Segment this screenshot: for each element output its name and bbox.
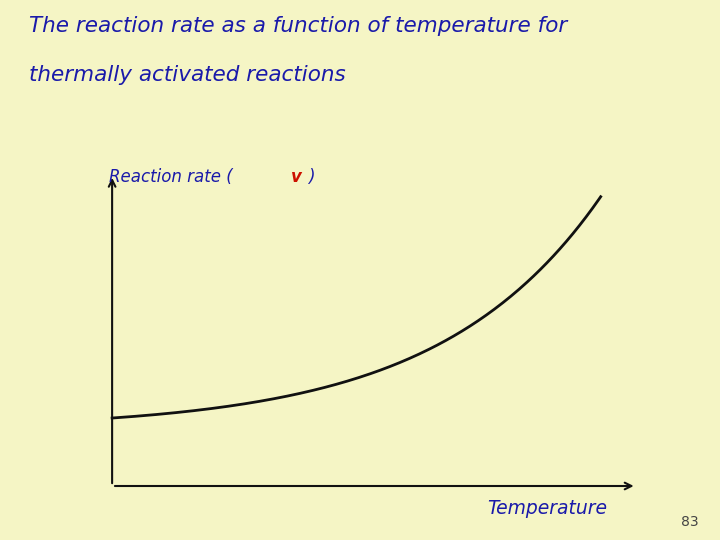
Text: The reaction rate as a function of temperature for: The reaction rate as a function of tempe… [29, 16, 567, 36]
Text: 83: 83 [681, 515, 698, 529]
Text: Reaction rate (: Reaction rate ( [109, 168, 233, 186]
Text: thermally activated reactions: thermally activated reactions [29, 65, 346, 85]
Text: Temperature: Temperature [487, 499, 607, 518]
Text: v: v [291, 168, 302, 186]
Text: ): ) [308, 168, 315, 186]
